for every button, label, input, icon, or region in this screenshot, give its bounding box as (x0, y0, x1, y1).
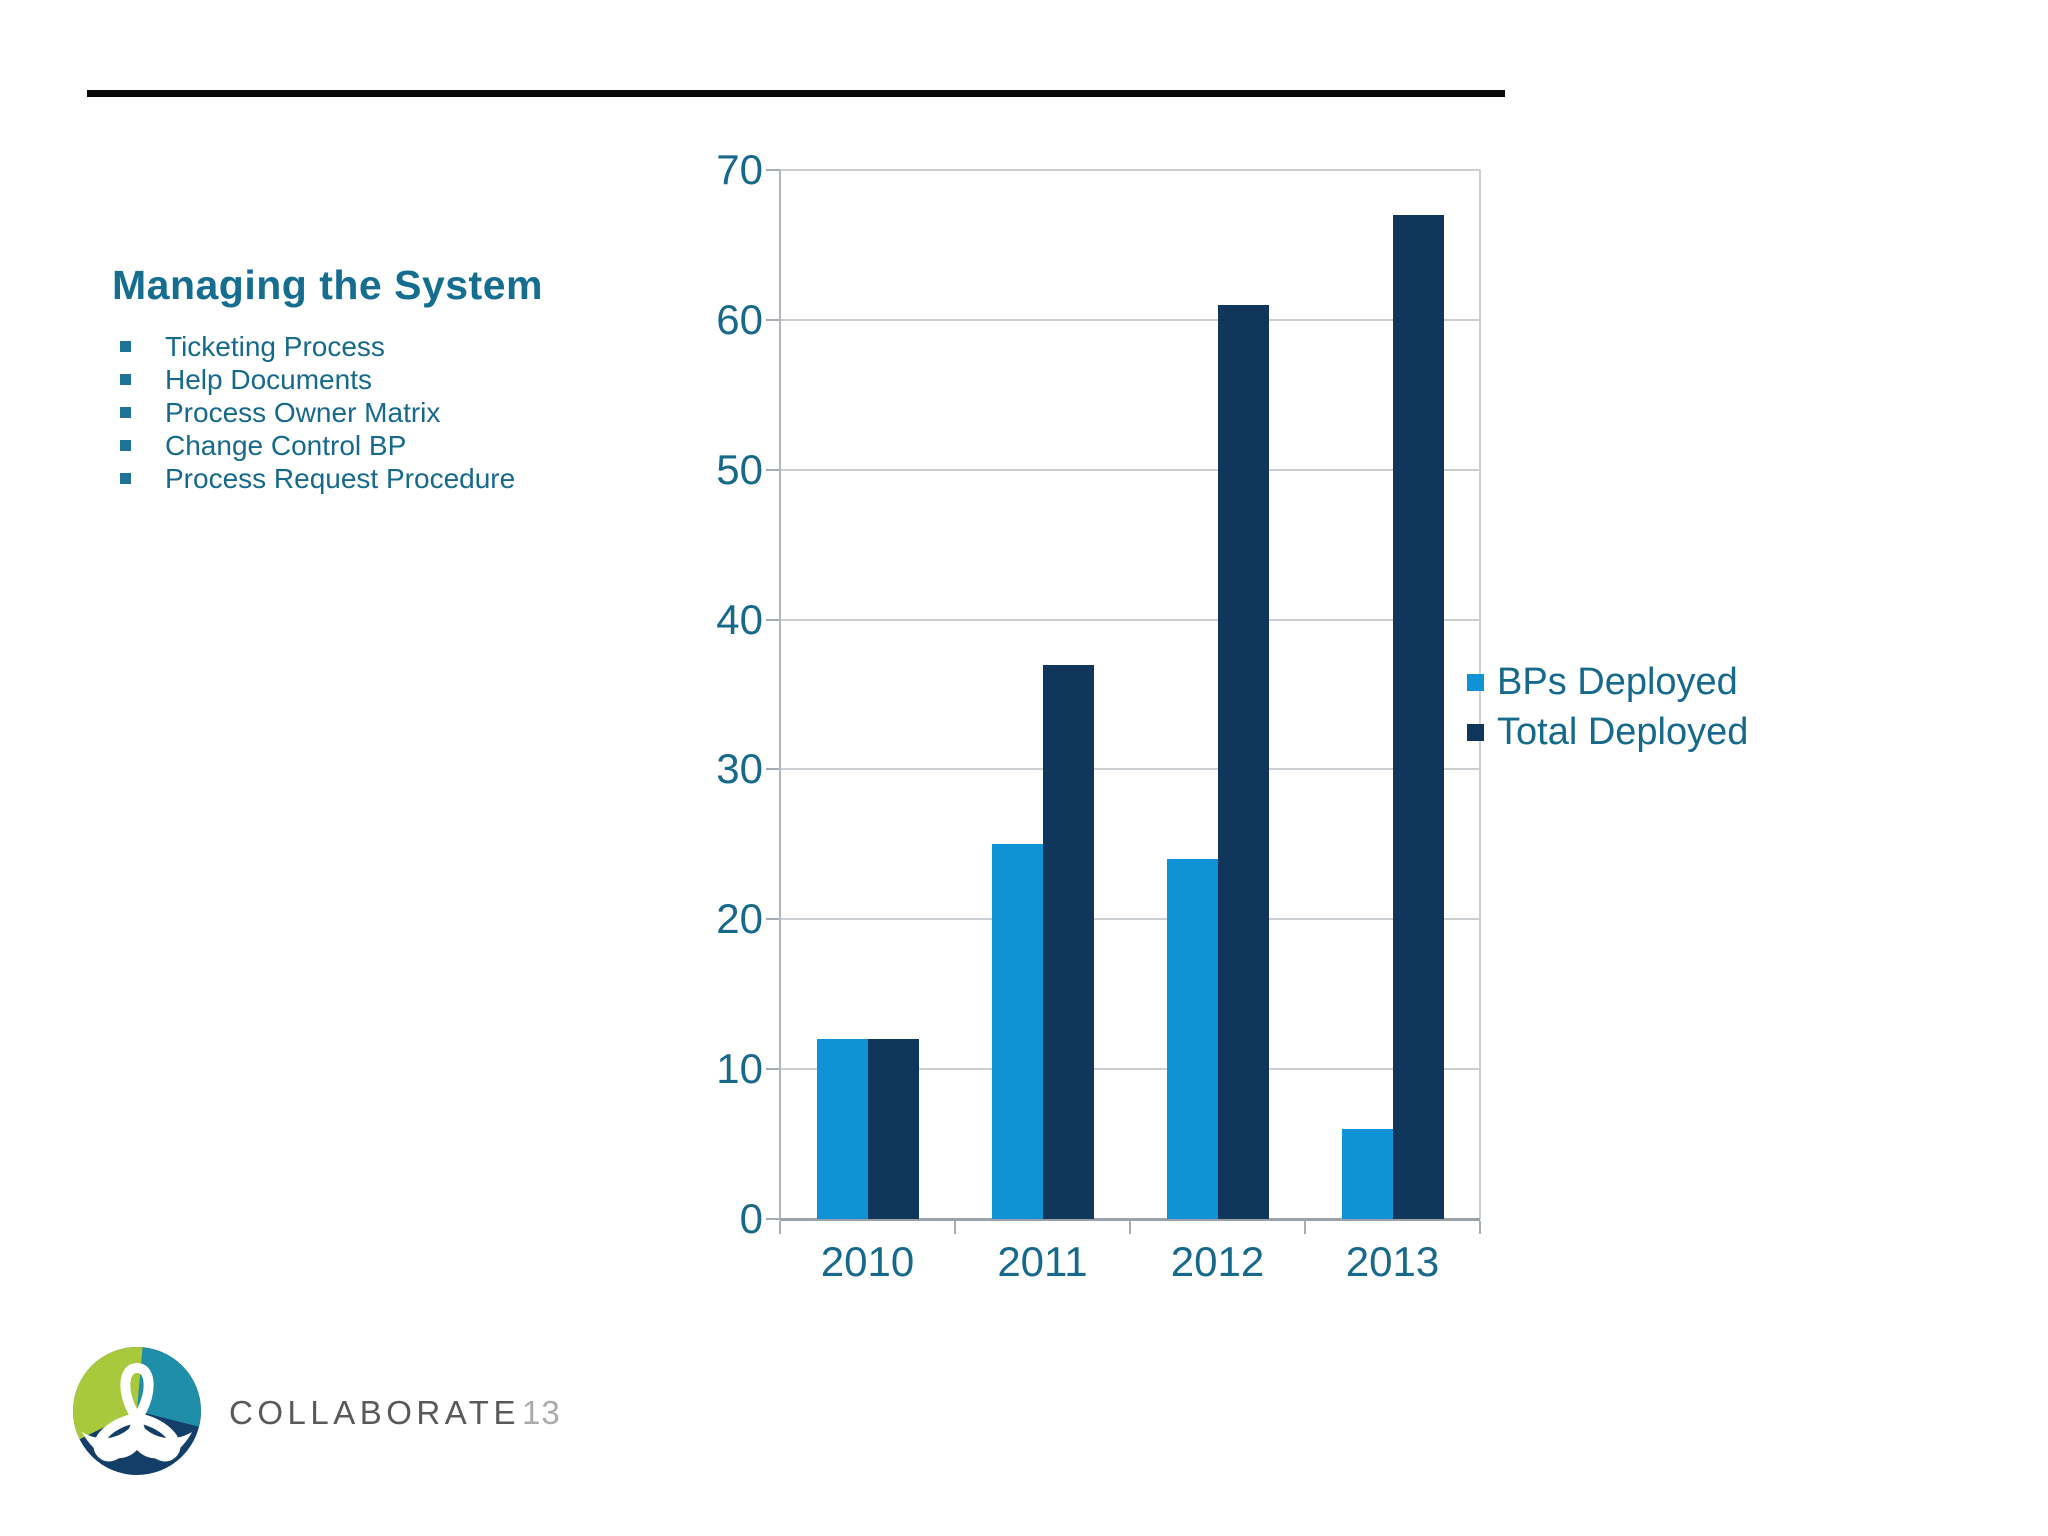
legend-item: BPs Deployed (1467, 657, 1738, 707)
y-tick-mark (766, 768, 780, 771)
y-axis-label: 70 (716, 146, 763, 193)
bar-2011-bps-deployed (991, 844, 1043, 1219)
logo-wordmark: COLLABORATE 13 (229, 1394, 561, 1432)
y-axis-label: 10 (716, 1045, 763, 1093)
y-gridline (780, 169, 1480, 171)
y-gridline (780, 918, 1480, 921)
bar-2013-bps-deployed (1341, 1129, 1393, 1219)
y-tick-mark (766, 618, 780, 621)
y-gridline (780, 468, 1480, 471)
logo-year: 13 (521, 1394, 561, 1431)
legend-label: Total Deployed (1497, 710, 1749, 753)
y-tick-mark (766, 318, 780, 321)
bullet-square-icon (120, 374, 131, 385)
top-rule (87, 90, 1505, 97)
bullet-square-icon (120, 440, 131, 451)
bullet-text: Help Documents (165, 363, 372, 395)
legend-label: BPs Deployed (1497, 660, 1738, 703)
y-axis-label: 0 (739, 1195, 763, 1242)
y-axis-label: 50 (716, 445, 763, 493)
bullet-item: Change Control BP (120, 429, 515, 462)
y-tick-mark (766, 1218, 780, 1220)
bar-2010-bps-deployed (816, 1039, 868, 1219)
x-axis-label: 2013 (1345, 1238, 1440, 1285)
x-tick-mark (1304, 1221, 1306, 1234)
bullet-list: Ticketing Process Help Documents Process O… (120, 330, 515, 495)
x-axis-label: 2010 (820, 1238, 915, 1285)
bullet-item: Process Request Procedure (120, 462, 515, 495)
legend-swatch-icon (1467, 723, 1484, 741)
y-axis-label: 60 (716, 295, 763, 343)
bar-2013-total-deployed (1392, 214, 1444, 1219)
bullet-text: Ticketing Process (165, 330, 385, 362)
y-tick-mark (766, 1068, 780, 1071)
y-tick-mark (766, 169, 780, 171)
x-tick-mark (779, 1221, 781, 1234)
plot-right-border (1479, 170, 1481, 1219)
y-axis-label: 20 (716, 895, 763, 943)
x-axis-line (780, 1218, 1480, 1221)
y-axis-label: 30 (716, 745, 763, 793)
bullet-item: Ticketing Process (120, 330, 515, 363)
collaborate-logo-icon (73, 1347, 201, 1475)
bar-2012-total-deployed (1217, 304, 1269, 1219)
y-gridline (780, 618, 1480, 621)
bar-2011-total-deployed (1042, 664, 1094, 1219)
y-gridline (780, 318, 1480, 321)
bullet-text: Process Owner Matrix (165, 396, 441, 428)
bullet-text: Change Control BP (165, 429, 407, 461)
y-gridline (780, 768, 1480, 771)
bar-2012-bps-deployed (1166, 859, 1218, 1219)
y-gridline (780, 1068, 1480, 1071)
bullet-text: Process Request Procedure (165, 462, 516, 494)
y-axis-label: 40 (716, 595, 763, 643)
bullet-square-icon (120, 407, 131, 418)
y-tick-mark (766, 918, 780, 921)
bullet-item: Help Documents (120, 363, 515, 396)
bar-2010-total-deployed (867, 1039, 919, 1219)
legend-swatch-icon (1467, 673, 1484, 691)
bullet-square-icon (120, 473, 131, 484)
y-tick-mark (766, 468, 780, 471)
x-tick-mark (954, 1221, 956, 1234)
slide-title: Managing the System (112, 262, 543, 308)
y-axis-line (779, 170, 781, 1219)
bullet-square-icon (120, 341, 131, 352)
logo-text: COLLABORATE (229, 1394, 520, 1431)
x-axis-label: 2012 (1170, 1238, 1265, 1285)
bullet-item: Process Owner Matrix (120, 396, 515, 429)
legend-item: Total Deployed (1467, 707, 1748, 757)
x-axis-label: 2011 (997, 1238, 1088, 1285)
x-tick-mark (1129, 1221, 1131, 1234)
x-tick-mark (1479, 1221, 1481, 1234)
